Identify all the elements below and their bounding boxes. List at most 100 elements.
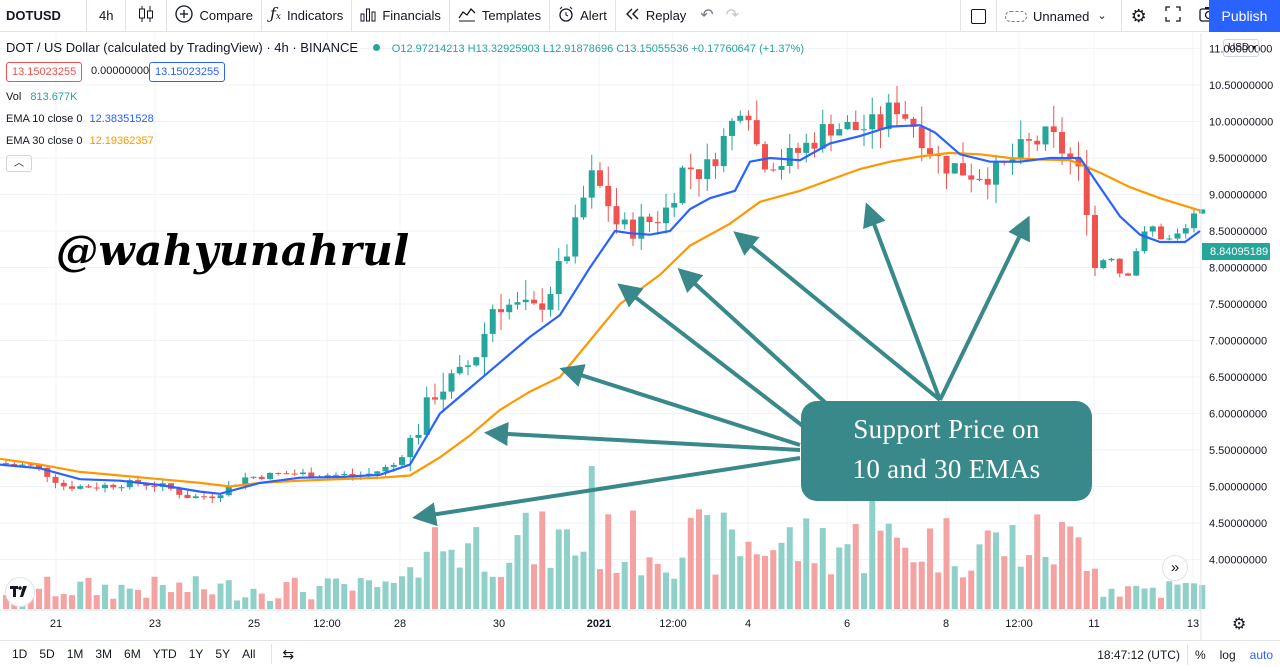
range-ytd[interactable]: YTD xyxy=(152,647,177,661)
candle-body xyxy=(852,121,859,131)
replay-button[interactable]: Replay xyxy=(616,0,694,32)
candle-body xyxy=(440,391,447,400)
candle-body xyxy=(786,147,793,166)
volume-bar xyxy=(564,529,570,609)
volume-bar xyxy=(44,576,51,609)
volume-bar xyxy=(481,571,488,609)
candle-body xyxy=(432,397,438,400)
volume-bar xyxy=(60,593,67,609)
interval-button[interactable]: 4h xyxy=(99,8,114,23)
candle-body xyxy=(85,486,92,488)
candle-body xyxy=(1042,126,1049,145)
price-tick-label: 5.50000000 xyxy=(1209,445,1267,457)
legend-collapse-button[interactable]: ︿ xyxy=(6,155,32,172)
scroll-to-realtime-button[interactable]: » xyxy=(1162,555,1188,581)
sell-price-button[interactable]: 13.15023255 xyxy=(6,62,83,82)
candle-body xyxy=(1034,140,1041,145)
volume-bar xyxy=(1067,526,1074,609)
candle-body xyxy=(720,135,727,167)
undo-button[interactable]: ↶ xyxy=(694,0,719,32)
market-open-dot xyxy=(373,44,381,51)
time-tick-label: 11 xyxy=(1088,618,1099,630)
clock-time[interactable]: 18:47:12 (UTC) xyxy=(1097,647,1180,662)
candle-body xyxy=(143,483,150,486)
volume-bar xyxy=(242,597,249,609)
volume-legend[interactable]: Vol 813.677K xyxy=(6,91,77,103)
candle-body xyxy=(506,304,513,313)
layout-name-button[interactable]: Unnamed ⌄ xyxy=(997,0,1121,32)
templates-button[interactable]: Templates xyxy=(450,0,549,32)
range-1y[interactable]: 1Y xyxy=(188,647,204,661)
symbol-search-button[interactable]: DOTUSD xyxy=(6,8,61,23)
range-all[interactable]: All xyxy=(242,647,256,661)
alarm-clock-icon xyxy=(558,6,574,26)
volume-bar xyxy=(654,563,661,609)
symbol-title[interactable]: DOT / US Dollar (calculated by TradingVi… xyxy=(6,40,359,55)
currency-button[interactable]: USD ▾ xyxy=(1223,39,1259,57)
candle-body xyxy=(267,472,273,479)
ema30-legend[interactable]: EMA 30 close 0 12.19362357 xyxy=(6,135,154,147)
volume-bar xyxy=(324,578,331,609)
indicators-button[interactable]: ƒx Indicators xyxy=(262,0,351,32)
volume-bar xyxy=(374,587,381,609)
volume-bar xyxy=(687,517,694,609)
candle-body xyxy=(819,124,826,149)
volume-bar xyxy=(1166,581,1173,609)
price-axis[interactable]: 4.00000000 4.50000000 5.00000000 5.50000000… xyxy=(1209,44,1273,567)
volume-bar xyxy=(209,594,216,609)
fullscreen-button[interactable] xyxy=(1156,0,1190,32)
volume-bar xyxy=(1116,596,1123,609)
auto-scale-toggle[interactable]: auto xyxy=(1249,647,1273,662)
volume-bar xyxy=(712,574,719,609)
volume-bar xyxy=(3,594,9,609)
time-tick-label: 12:00 xyxy=(1005,618,1033,630)
settings-button[interactable]: ⚙ xyxy=(1122,0,1156,32)
annotation-arrows xyxy=(412,202,1030,527)
candle-body xyxy=(885,102,892,130)
goto-date-icon[interactable]: ⇆ xyxy=(282,645,295,662)
volume-bar xyxy=(877,530,884,609)
candle-body xyxy=(3,463,9,465)
layout-toggle-button[interactable] xyxy=(961,0,996,32)
candle-body xyxy=(217,495,224,499)
price-chart[interactable]: 4.00000000 4.50000000 5.00000000 5.50000000… xyxy=(0,33,1280,640)
publish-button[interactable]: Publish xyxy=(1209,0,1280,32)
tradingview-logo-icon[interactable] xyxy=(5,577,35,607)
support-arrow xyxy=(484,422,801,452)
chart-type-button[interactable] xyxy=(126,0,166,32)
support-arrow xyxy=(863,202,942,401)
ema10-legend[interactable]: EMA 10 close 0 12.38351528 xyxy=(6,113,154,125)
buy-price-button[interactable]: 13.15023255 xyxy=(149,62,226,82)
volume-bar xyxy=(349,590,356,609)
time-tick-label: 12:00 xyxy=(659,618,687,630)
volume-bar xyxy=(382,581,389,609)
financials-button[interactable]: Financials xyxy=(352,0,449,32)
range-1d[interactable]: 1D xyxy=(12,647,28,661)
range-6m[interactable]: 6M xyxy=(124,647,141,661)
range-5y[interactable]: 5Y xyxy=(215,647,231,661)
plus-circle-icon xyxy=(175,4,194,27)
redo-button[interactable]: ↷ xyxy=(720,0,745,32)
time-tick-label: 13 xyxy=(1187,618,1199,630)
candle-body xyxy=(118,487,125,489)
candle-body xyxy=(399,457,405,465)
time-tick-label: 4 xyxy=(745,618,751,630)
percent-scale-toggle[interactable]: % xyxy=(1194,647,1206,662)
log-scale-toggle[interactable]: log xyxy=(1219,647,1236,662)
candle-body xyxy=(712,159,719,167)
candle-body xyxy=(1199,209,1206,214)
volume-bar xyxy=(514,535,521,609)
range-5d[interactable]: 5D xyxy=(39,647,55,661)
candle-body xyxy=(572,217,579,257)
candle-body xyxy=(151,485,158,487)
candle-body xyxy=(69,486,75,489)
time-axis[interactable]: 21 23 25 12:00 28 30 2021 12:00 4 6 8 12:00 11 13 xyxy=(50,618,1199,630)
range-3m[interactable]: 3M xyxy=(95,647,113,661)
volume-bar xyxy=(984,530,991,609)
axis-settings-icon[interactable]: ⚙ xyxy=(1232,616,1246,633)
compare-button[interactable]: Compare xyxy=(167,0,260,32)
volume-bar xyxy=(250,588,257,609)
alert-button[interactable]: Alert xyxy=(550,0,615,32)
volume-bar xyxy=(638,575,645,609)
range-1m[interactable]: 1M xyxy=(66,647,84,661)
